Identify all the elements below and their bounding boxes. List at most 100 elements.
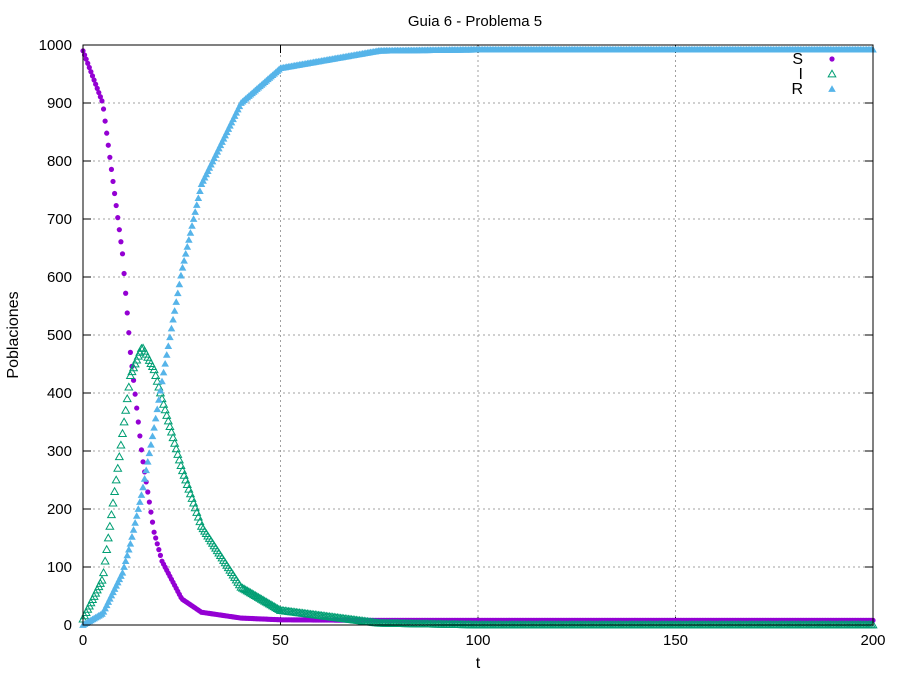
data-point-R [142, 466, 150, 474]
data-point-I [128, 363, 139, 372]
legend-label-S: S [792, 51, 803, 68]
data-point-R [145, 449, 154, 457]
data-point-R [169, 315, 177, 323]
data-point-I [157, 393, 167, 403]
data-point-S [146, 499, 152, 505]
data-point-R [132, 512, 141, 519]
data-point-S [102, 118, 108, 124]
data-point-I [117, 428, 128, 437]
data-point-R [161, 359, 169, 367]
data-point-R [159, 368, 168, 376]
data-point-R [147, 441, 155, 448]
legend-marker-R [828, 85, 836, 92]
data-point-I [111, 475, 121, 484]
y-tick-label: 900 [47, 95, 72, 112]
data-point-I [169, 438, 180, 447]
data-point-S [119, 251, 126, 257]
data-point-I [165, 421, 175, 430]
data-point-I [116, 440, 126, 449]
data-point-I [162, 410, 172, 419]
data-point-R [136, 498, 144, 505]
data-point-S [138, 447, 145, 453]
data-point-S [148, 509, 154, 515]
data-point-R [178, 263, 187, 271]
data-point-I [108, 498, 118, 507]
x-tick-label: 50 [272, 632, 289, 649]
data-point-R [167, 324, 176, 332]
y-tick-label: 0 [64, 617, 72, 634]
data-point-S [137, 433, 143, 439]
data-point-R [120, 563, 128, 570]
data-point-S [104, 130, 110, 136]
data-point-I [176, 460, 186, 469]
legend-marker-S [829, 56, 835, 62]
data-point-R [126, 540, 135, 547]
data-point-R [121, 557, 130, 565]
data-point-I [122, 393, 132, 403]
data-point-S [85, 60, 91, 66]
data-point-R [196, 187, 204, 195]
data-point-R [185, 236, 193, 243]
y-axis-title: Poblaciones [5, 291, 22, 378]
data-point-S [121, 270, 127, 277]
y-tick-label: 1000 [39, 37, 72, 54]
data-point-R [162, 351, 171, 358]
data-point-I [125, 370, 136, 379]
data-point-R [183, 243, 192, 250]
data-point-R [148, 432, 157, 440]
data-point-R [134, 505, 143, 512]
data-point-R [123, 551, 132, 559]
data-point-I [151, 370, 161, 379]
data-point-R [194, 194, 203, 201]
data-point-I [120, 405, 131, 414]
data-point-S [126, 330, 132, 336]
data-point-I [171, 444, 181, 453]
data-point-R [156, 386, 165, 394]
data-point-I [113, 463, 123, 472]
data-point-S [97, 94, 103, 100]
chart-title: Guia 6 - Problema 5 [408, 13, 542, 30]
data-point-R [155, 396, 163, 403]
data-point-R [125, 545, 133, 553]
data-point-I [106, 509, 117, 519]
data-point-S [145, 489, 151, 495]
data-point-S [123, 290, 129, 296]
data-point-R [181, 250, 190, 257]
legend: SIR [791, 51, 837, 98]
data-point-R [140, 475, 149, 482]
data-point-S [151, 529, 157, 535]
data-point-I [173, 449, 183, 458]
data-point-S [91, 77, 97, 83]
data-point-I [152, 376, 162, 385]
y-tick-label: 400 [47, 385, 72, 402]
x-tick-label: 200 [860, 632, 885, 649]
data-point-I [103, 533, 113, 542]
data-point-S [135, 419, 141, 425]
data-point-S [99, 98, 105, 104]
data-point-I [168, 432, 178, 442]
data-point-S [157, 552, 164, 559]
x-axis-title: t [476, 655, 481, 672]
data-point-S [107, 154, 113, 160]
data-point-I [124, 382, 134, 391]
y-tick-label: 200 [47, 501, 72, 518]
data-point-I [102, 544, 112, 553]
data-point-I [98, 567, 109, 577]
data-point-I [166, 427, 177, 436]
legend-label-I: I [799, 66, 803, 83]
x-tick-label: 100 [465, 632, 490, 649]
plot-frame [82, 44, 874, 626]
y-tick-label: 300 [47, 443, 72, 460]
data-point-I [163, 416, 173, 425]
data-point-R [137, 491, 146, 498]
x-tick-label: 0 [79, 632, 87, 649]
data-point-R [192, 201, 201, 208]
data-point-S [140, 459, 146, 465]
data-point-R [175, 280, 184, 288]
data-point-S [100, 106, 107, 112]
data-point-I [174, 455, 185, 464]
data-point-I [160, 405, 170, 414]
y-tick-label: 800 [47, 153, 72, 170]
